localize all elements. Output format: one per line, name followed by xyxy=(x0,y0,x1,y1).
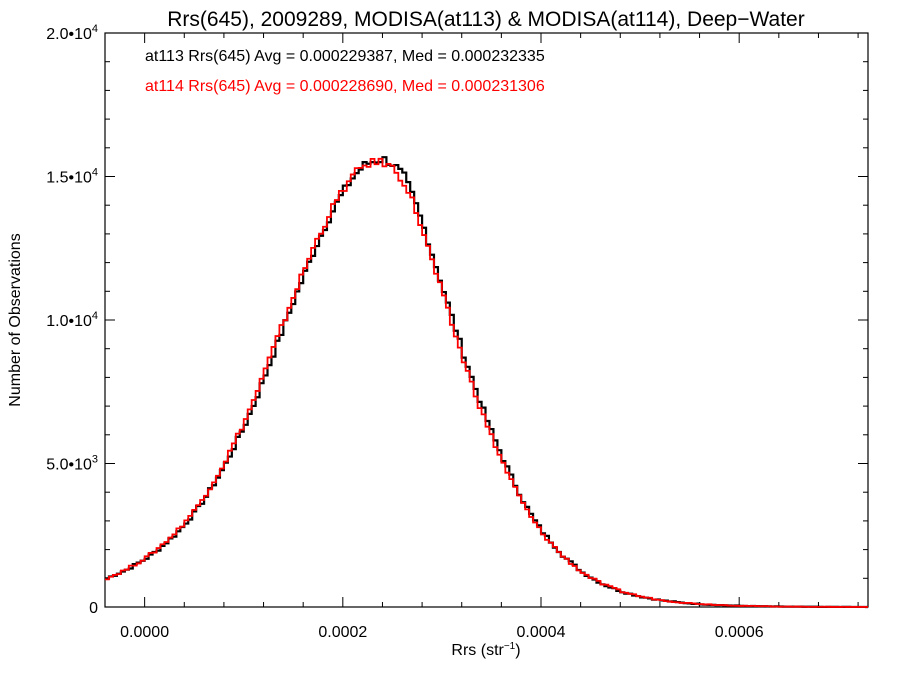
legend-entry-at114: at114 Rrs(645) Avg = 0.000228690, Med = … xyxy=(145,78,545,95)
histogram-series-at114 xyxy=(105,157,868,608)
x-tick-label: 0.0006 xyxy=(715,624,764,641)
x-tick-label: 0.0004 xyxy=(517,624,566,641)
y-tick-label: 2.0•104 xyxy=(46,23,98,43)
y-tick-label: 5.0•103 xyxy=(46,454,98,474)
y-tick-label: 1.5•104 xyxy=(46,167,98,187)
y-tick-label: 1.0•104 xyxy=(46,310,98,330)
legend-entry-at113: at113 Rrs(645) Avg = 0.000229387, Med = … xyxy=(145,48,545,65)
x-axis-label-main: Rrs (str xyxy=(451,642,504,659)
x-axis: 0.0000 0.0002 0.0004 0.0006 xyxy=(104,33,859,641)
x-axis-label: Rrs (str−1) xyxy=(451,641,520,659)
chart-title: Rrs(645), 2009289, MODISA(at113) & MODIS… xyxy=(167,8,804,31)
y-tick-label: 0 xyxy=(89,600,98,617)
series-layer xyxy=(105,156,868,609)
histogram-series-at113 xyxy=(105,156,868,609)
x-axis-label-superscript: −1 xyxy=(504,641,516,652)
x-tick-label: 0.0002 xyxy=(318,624,367,641)
plot-area-frame xyxy=(104,32,869,608)
x-axis-label-suffix: ) xyxy=(515,642,520,659)
y-axis-label: Number of Observations xyxy=(7,233,24,406)
x-tick-label: 0.0000 xyxy=(120,624,169,641)
y-axis: 0 5.0•103 1.0•104 1.5•104 2.0•104 xyxy=(46,23,868,617)
